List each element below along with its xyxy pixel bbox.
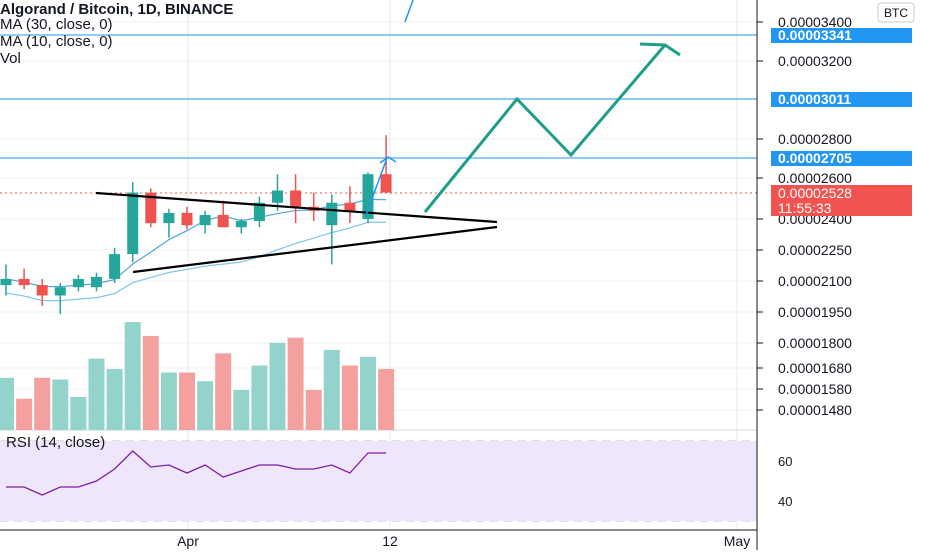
rsi-tick-label: 60 xyxy=(778,454,792,469)
rsi-legend: RSI (14, close) xyxy=(6,434,106,451)
candle-body[interactable] xyxy=(253,202,265,222)
candle-body[interactable] xyxy=(362,174,374,219)
price-level-tag[interactable] xyxy=(771,151,912,166)
price-level-tag-label: 0.00002705 xyxy=(778,150,852,166)
candle-body[interactable] xyxy=(290,190,302,207)
volume-bar xyxy=(160,372,177,430)
rsi-polyline xyxy=(6,450,387,496)
candle-body[interactable] xyxy=(217,214,229,228)
candle-body[interactable] xyxy=(91,276,102,288)
ma30-legend: MA (30, close, 0) xyxy=(0,16,113,33)
countdown-label: 11:55:33 xyxy=(778,200,832,216)
drawings[interactable] xyxy=(95,0,681,274)
time-tick-label: 12 xyxy=(382,533,398,549)
price-tick-label: 0.00002100 xyxy=(778,273,852,289)
volume-bar xyxy=(287,337,304,430)
volume-bar xyxy=(305,389,322,430)
volume-bar xyxy=(106,369,123,430)
volume-bar xyxy=(215,353,232,430)
time-tick-label: May xyxy=(724,533,750,549)
projection-arrowhead xyxy=(639,42,681,57)
currency-badge[interactable] xyxy=(877,2,915,23)
candle-body[interactable] xyxy=(54,287,66,296)
price-tick-label: 0.00001580 xyxy=(778,381,852,397)
price-tick-label: 0.00001950 xyxy=(778,304,852,320)
volume-bar xyxy=(341,365,358,430)
volume-bar xyxy=(378,369,395,430)
projection-path[interactable] xyxy=(423,44,667,213)
trend-segment xyxy=(404,0,414,23)
candle-body[interactable] xyxy=(0,278,12,286)
breakout-arrow xyxy=(365,157,388,216)
ma30-line xyxy=(5,221,387,302)
ma10-legend: MA (10, close, 0) xyxy=(0,33,113,50)
volume-bar xyxy=(197,381,214,430)
volume-bar xyxy=(88,358,105,430)
volume-bar xyxy=(233,389,250,430)
candle-body[interactable] xyxy=(145,192,157,224)
chart-title: Algorand / Bitcoin, 1D, BINANCE xyxy=(0,1,234,18)
ma10-line xyxy=(5,198,387,288)
candle-body[interactable] xyxy=(235,221,247,228)
last-price-tag[interactable] xyxy=(771,185,912,216)
last-price-label: 0.00002528 xyxy=(778,185,852,201)
rsi-line: 60 40 xyxy=(6,450,792,509)
candle-body[interactable] xyxy=(380,174,392,193)
volume-bar xyxy=(52,379,69,430)
time-tick-label: Apr xyxy=(177,533,199,549)
price-tick-label: 0.00002800 xyxy=(778,131,852,147)
candle-body[interactable] xyxy=(199,214,211,226)
price-tick-label: 0.00001680 xyxy=(778,360,852,376)
volume-bar xyxy=(360,356,376,430)
price-level-tag[interactable] xyxy=(771,28,912,43)
price-tick-label: 0.00003400 xyxy=(778,14,852,30)
vol-legend: Vol xyxy=(0,50,21,67)
candle-body[interactable] xyxy=(344,202,356,211)
candle-body[interactable] xyxy=(326,202,338,226)
price-tick-label: 0.00001800 xyxy=(778,335,852,351)
volume-bar xyxy=(323,349,340,430)
candle-body[interactable] xyxy=(163,212,175,224)
moving-averages xyxy=(5,198,387,302)
price-level-tag-label: 0.00003341 xyxy=(778,27,852,43)
volume-bar xyxy=(70,396,87,430)
volume-bar xyxy=(0,377,14,430)
triangle-upper-line[interactable] xyxy=(95,191,498,224)
price-tick-label: 0.00002600 xyxy=(778,170,852,186)
time-axis[interactable]: Apr 12 May xyxy=(0,529,757,549)
volume-bar xyxy=(251,365,268,430)
candle-body[interactable] xyxy=(109,254,121,279)
candle-body[interactable] xyxy=(18,278,30,286)
breakout-arrowhead xyxy=(379,156,397,164)
volume-bar xyxy=(142,335,159,430)
rsi-background-band xyxy=(0,441,757,521)
price-axis[interactable]: BTC 0.00003400 0.00003200 0.00002800 0.00002… xyxy=(756,0,915,550)
candle-body[interactable] xyxy=(72,278,84,288)
candles[interactable] xyxy=(0,135,392,315)
volume-bars xyxy=(0,322,395,430)
price-level-tag-label: 0.00003011 xyxy=(778,91,851,107)
volume-bar xyxy=(179,372,195,430)
volume-bar xyxy=(124,322,141,430)
candle-body[interactable] xyxy=(272,190,283,203)
candle-body[interactable] xyxy=(127,192,139,255)
horizontal-lines[interactable] xyxy=(0,34,757,194)
rsi-tick-label: 40 xyxy=(778,494,792,509)
triangle-lower-line[interactable] xyxy=(132,225,498,274)
candle-body[interactable] xyxy=(36,285,48,296)
price-level-tag[interactable] xyxy=(771,92,912,107)
volume-bar xyxy=(34,377,51,430)
currency-label: BTC xyxy=(884,6,908,20)
price-tick-label: 0.00003200 xyxy=(778,53,852,69)
volume-bar xyxy=(16,398,33,430)
price-tick-label: 0.00001480 xyxy=(778,402,852,418)
candle-body[interactable] xyxy=(181,212,193,226)
volume-bar xyxy=(269,342,286,430)
price-tick-label: 0.00002250 xyxy=(778,242,852,258)
